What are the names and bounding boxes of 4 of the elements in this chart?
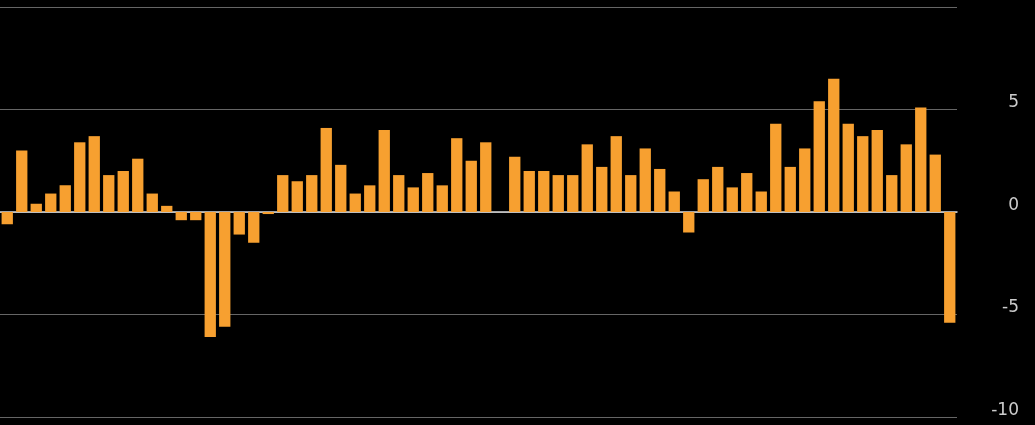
- y-tick-label: -5: [1002, 296, 1019, 316]
- y-tick-label: -10: [991, 398, 1019, 419]
- y-tick-label: 5: [1008, 91, 1019, 111]
- y-tick-label: 0: [1008, 193, 1019, 214]
